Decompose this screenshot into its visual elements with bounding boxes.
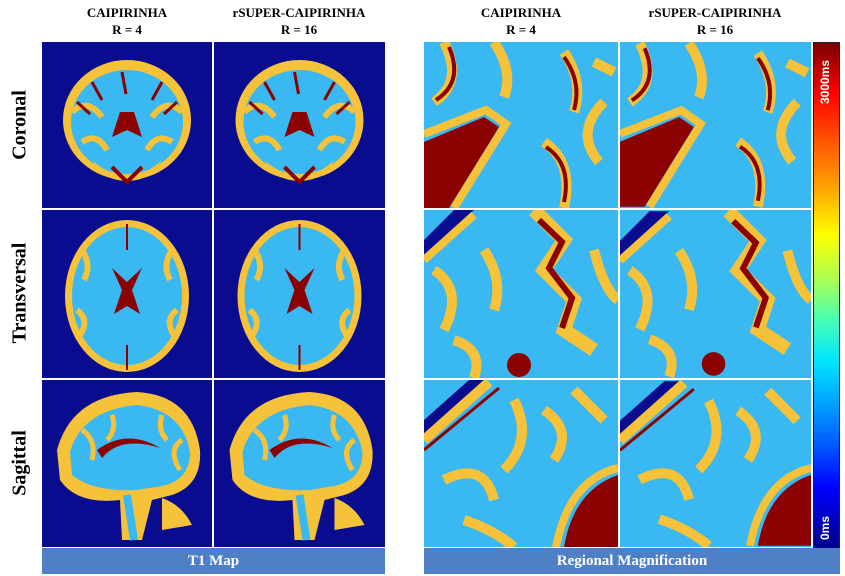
colorbar-min-label: 0ms — [818, 515, 832, 541]
col-header-rsuper-left: rSUPER-CAIPIRINHA R = 16 — [213, 4, 385, 38]
col-header-r: R = 16 — [696, 22, 734, 37]
t1-colorbar — [813, 42, 840, 549]
col-header-title: rSUPER-CAIPIRINHA — [232, 5, 366, 20]
col-header-caipirinha-right: CAIPIRINHA R = 4 — [424, 4, 618, 38]
coronal-caipirinha-image — [42, 42, 212, 208]
row-label-coronal: Coronal — [8, 90, 31, 160]
row-label-transversal: Transversal — [8, 242, 31, 344]
coronal-rsuper-image — [214, 42, 385, 208]
col-header-rsuper-right: rSUPER-CAIPIRINHA R = 16 — [619, 4, 811, 38]
col-header-r: R = 4 — [112, 22, 142, 37]
sagittal-caipirinha-image — [42, 380, 212, 547]
colorbar-max-label: 3000ms — [818, 59, 832, 105]
col-header-title: CAIPIRINHA — [86, 5, 168, 20]
sagittal-caipirinha-magnification — [424, 380, 618, 547]
col-header-title: CAIPIRINHA — [480, 5, 562, 20]
row-label-sagittal: Sagittal — [8, 430, 31, 496]
transversal-caipirinha-image — [42, 210, 212, 378]
coronal-rsuper-magnification — [620, 42, 811, 208]
sagittal-rsuper-image — [214, 380, 385, 547]
coronal-caipirinha-magnification — [424, 42, 618, 208]
sagittal-rsuper-magnification — [620, 380, 811, 547]
col-header-r: R = 4 — [506, 22, 536, 37]
footer-t1-map: T1 Map — [42, 548, 385, 574]
transversal-rsuper-magnification — [620, 210, 811, 378]
transversal-rsuper-image — [214, 210, 385, 378]
col-header-title: rSUPER-CAIPIRINHA — [648, 5, 782, 20]
transversal-caipirinha-magnification — [424, 210, 618, 378]
col-header-r: R = 16 — [280, 22, 318, 37]
footer-regional-magnification: Regional Magnification — [424, 548, 840, 574]
col-header-caipirinha-left: CAIPIRINHA R = 4 — [42, 4, 212, 38]
